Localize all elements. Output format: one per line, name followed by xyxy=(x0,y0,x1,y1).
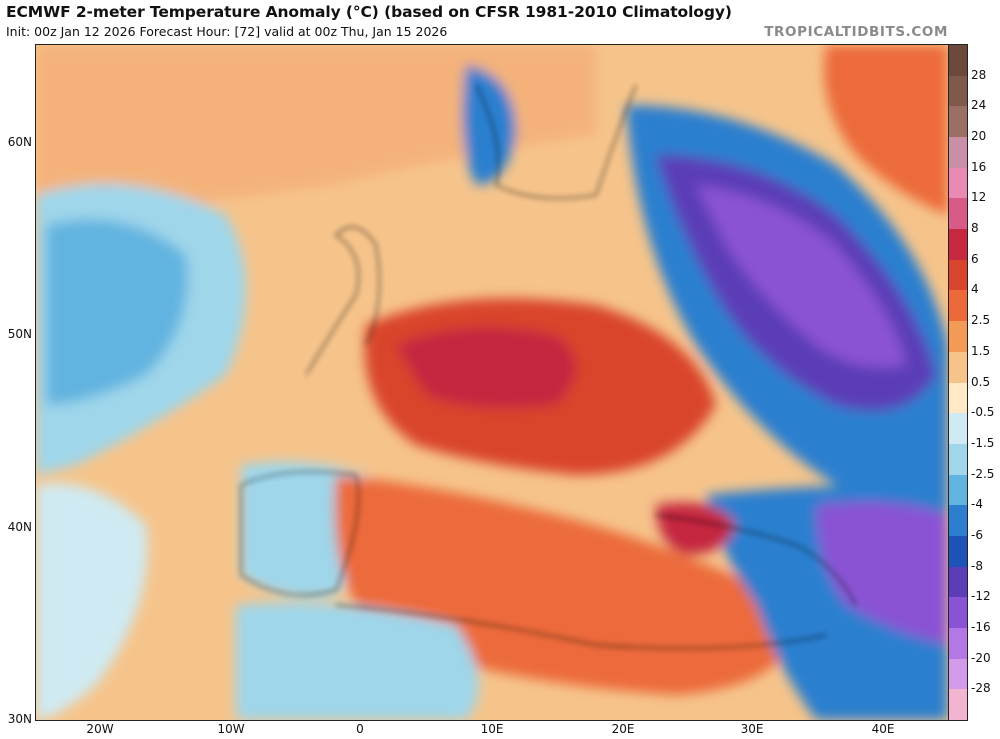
lat-label-50n: 50N xyxy=(7,327,32,341)
balkans-warm-spot xyxy=(656,502,736,555)
lon-label-20w: 20W xyxy=(86,722,114,736)
lat-label-30n: 30N xyxy=(7,712,32,726)
coastlines xyxy=(240,84,857,649)
lon-label-10w: 10W xyxy=(217,722,245,736)
colorbar-label: -8 xyxy=(971,558,983,573)
colorbar-label: 24 xyxy=(971,98,987,113)
colorbar-segment xyxy=(949,689,967,721)
colorbar-label: -0.5 xyxy=(971,405,995,420)
colorbar-label: 16 xyxy=(971,159,987,174)
colorbar-label: -6 xyxy=(971,527,983,542)
colorbar-segment xyxy=(949,137,967,169)
colorbar-segment xyxy=(949,474,967,506)
north-africa-cool-region xyxy=(236,602,479,720)
colorbar-label: -28 xyxy=(971,681,991,696)
colorbar-segment xyxy=(949,443,967,476)
map-title: ECMWF 2-meter Temperature Anomaly (°C) (… xyxy=(6,3,732,21)
norway-cold-region xyxy=(462,65,516,185)
colorbar-label: -16 xyxy=(971,619,991,634)
lat-label-60n: 60N xyxy=(7,135,32,149)
colorbar-segment xyxy=(949,259,967,291)
colorbar-segment xyxy=(949,351,967,383)
forecast-info: Init: 00z Jan 12 2026 Forecast Hour: [72… xyxy=(6,24,448,39)
colorbar-segment xyxy=(949,106,967,138)
brand-watermark: TROPICALTIDBITS.COM xyxy=(764,24,948,40)
colorbar xyxy=(948,44,968,721)
north-atlantic-warm-region xyxy=(36,45,596,225)
colorbar-segment xyxy=(949,627,967,660)
lon-label-20e: 20E xyxy=(611,722,635,736)
colorbar-segment xyxy=(949,597,967,629)
colorbar-label: 2.5 xyxy=(971,313,991,328)
colorbar-label: 1.5 xyxy=(971,343,991,358)
northeast-warm-region xyxy=(824,45,948,215)
anomaly-map-canvas xyxy=(36,45,948,720)
colorbar-segment xyxy=(949,505,967,537)
colorbar-segment xyxy=(949,198,967,230)
lon-label-40e: 40E xyxy=(871,722,895,736)
colorbar-segment xyxy=(949,566,967,598)
caucasus-very-cold-core xyxy=(816,501,948,645)
colorbar-label: -2.5 xyxy=(971,466,995,481)
colorbar-segment xyxy=(949,167,967,199)
colorbar-label: -1.5 xyxy=(971,435,995,450)
anomaly-map xyxy=(35,44,949,721)
russia-extreme-cold-core xyxy=(696,185,906,368)
colorbar-label: -20 xyxy=(971,650,991,665)
colorbar-segment xyxy=(949,45,967,77)
colorbar-segment xyxy=(949,382,967,414)
colorbar-label: 4 xyxy=(971,282,979,297)
colorbar-label: 28 xyxy=(971,67,987,82)
colorbar-segment xyxy=(949,229,967,261)
colorbar-label: 0.5 xyxy=(971,374,991,389)
lon-label-0: 0 xyxy=(356,722,364,736)
colorbar-segment xyxy=(949,658,967,690)
atlantic-cold-core xyxy=(46,219,188,405)
colorbar-label: -12 xyxy=(971,589,991,604)
colorbar-label: 8 xyxy=(971,221,979,236)
central-europe-warm-core xyxy=(396,327,576,409)
colorbar-label: 6 xyxy=(971,251,979,266)
lon-label-10e: 10E xyxy=(480,722,504,736)
colorbar-label: 20 xyxy=(971,129,987,144)
colorbar-segment xyxy=(949,321,967,353)
lat-label-40n: 40N xyxy=(7,520,32,534)
colorbar-label: 12 xyxy=(971,190,987,205)
colorbar-segment xyxy=(949,290,967,322)
colorbar-segment xyxy=(949,413,967,445)
subtropical-atlantic-cool xyxy=(36,483,148,720)
colorbar-segment xyxy=(949,535,967,568)
colorbar-segment xyxy=(949,75,967,107)
colorbar-label: -4 xyxy=(971,497,983,512)
lon-label-30e: 30E xyxy=(740,722,764,736)
